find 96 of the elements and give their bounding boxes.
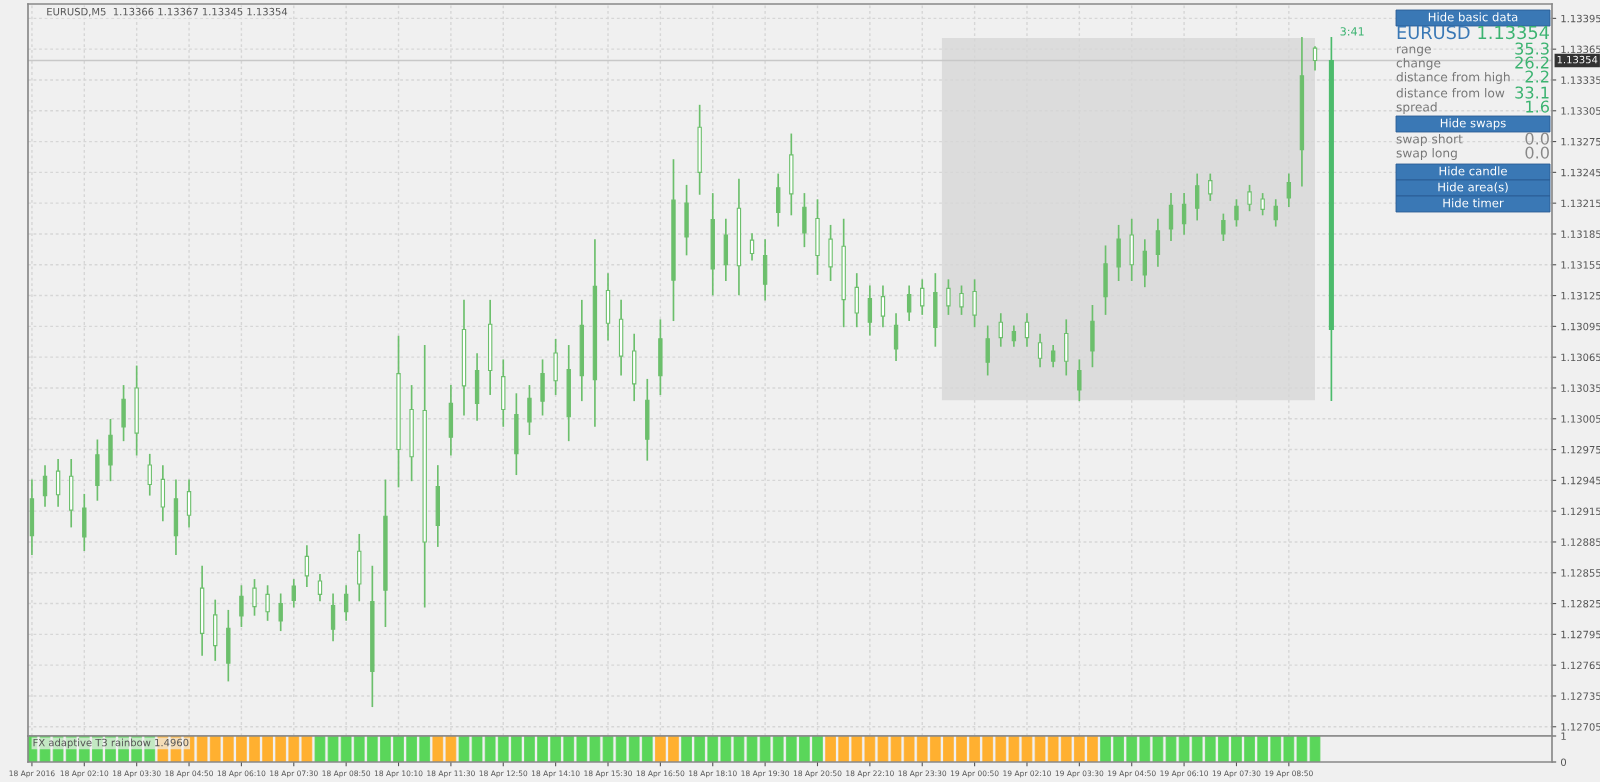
candlestick xyxy=(802,193,807,248)
annotation: 0.0 xyxy=(1525,146,1549,159)
candlestick xyxy=(527,385,532,436)
candlestick xyxy=(658,319,663,395)
candlestick xyxy=(514,393,519,476)
candlestick xyxy=(1011,325,1017,347)
candlestick xyxy=(343,585,349,621)
candlestick xyxy=(632,333,637,402)
annotation: 35.3 xyxy=(1515,42,1549,55)
candlestick xyxy=(173,479,179,556)
candlestick xyxy=(69,458,74,528)
candlestick xyxy=(697,104,702,195)
candlestick xyxy=(1273,199,1278,227)
candlestick xyxy=(304,545,310,587)
candlestick xyxy=(1064,319,1069,376)
candlestick xyxy=(1090,304,1095,368)
candlestick xyxy=(893,313,899,362)
candlestick xyxy=(1103,245,1108,315)
candlestick xyxy=(946,279,951,315)
candlestick xyxy=(317,573,323,602)
annotation: 0.0 xyxy=(1525,132,1549,145)
candlestick xyxy=(278,593,283,632)
candlestick xyxy=(566,345,571,442)
candlestick xyxy=(828,224,833,282)
candlestick xyxy=(1024,313,1030,347)
candlestick xyxy=(474,353,480,421)
candlestick xyxy=(972,279,977,328)
candlestick xyxy=(1142,239,1148,288)
candlestick xyxy=(134,365,139,456)
candlestick xyxy=(501,359,506,427)
candlestick xyxy=(985,325,990,376)
annotation: 33.1 xyxy=(1515,86,1549,99)
candlestick xyxy=(854,273,859,328)
candlestick xyxy=(1168,193,1174,241)
candlestick xyxy=(789,133,794,216)
candlestick xyxy=(265,585,270,621)
annotation: 1.13354 xyxy=(1478,25,1549,40)
candlestick xyxy=(29,479,35,556)
candlestick xyxy=(998,313,1003,347)
candlestick xyxy=(435,465,440,547)
candlestick xyxy=(605,273,611,341)
candlestick xyxy=(55,458,61,507)
annotation: 1.6 xyxy=(1526,100,1549,113)
candlestick xyxy=(160,465,166,522)
candlestick xyxy=(553,338,558,395)
candlestick xyxy=(291,579,296,608)
candlestick xyxy=(920,279,925,315)
annotation: 2.2 xyxy=(1525,70,1549,83)
candlestick xyxy=(82,493,87,552)
candlestick xyxy=(867,285,873,336)
candlestick xyxy=(1260,193,1265,216)
candlestick xyxy=(762,239,768,301)
candlestick xyxy=(1286,173,1292,208)
candlestick xyxy=(357,533,362,602)
candlestick xyxy=(723,218,729,282)
candlestick xyxy=(1221,213,1226,241)
candlestick xyxy=(1129,218,1134,282)
candlestick xyxy=(1312,46,1318,71)
candlestick xyxy=(1155,218,1161,267)
candlestick xyxy=(1194,173,1200,221)
candlestick xyxy=(645,378,650,461)
annotation: EURUSD xyxy=(1397,25,1470,40)
candlestick xyxy=(121,385,126,442)
candlestick xyxy=(186,479,192,528)
candlestick xyxy=(684,184,689,256)
candlestick xyxy=(906,285,912,322)
candlestick xyxy=(776,173,781,227)
annotation: 26.2 xyxy=(1515,56,1549,69)
candlestick xyxy=(1077,359,1082,402)
candlestick xyxy=(1234,199,1239,227)
candlestick xyxy=(1037,333,1043,368)
candlestick xyxy=(1247,184,1252,212)
candlestick xyxy=(1116,224,1121,282)
candlestick xyxy=(147,453,152,496)
candlestick xyxy=(815,199,820,275)
candlestick xyxy=(239,585,244,627)
candlestick xyxy=(880,285,886,328)
candlestick xyxy=(749,233,755,261)
candlestick xyxy=(199,565,205,656)
candlestick xyxy=(487,299,493,395)
candlestick xyxy=(330,593,336,642)
candlestick xyxy=(448,385,454,456)
candlestick xyxy=(409,385,414,482)
candlestick xyxy=(252,579,257,616)
candlestick xyxy=(540,359,545,416)
candlestick xyxy=(1181,193,1187,235)
candlestick xyxy=(959,285,964,315)
candlestick xyxy=(42,465,48,507)
candlestick xyxy=(618,299,624,376)
candlestick xyxy=(213,599,218,661)
candlestick xyxy=(226,609,231,682)
candlestick xyxy=(108,418,113,482)
candlestick xyxy=(1208,173,1213,201)
candlestick xyxy=(95,439,100,501)
candlestick xyxy=(1050,345,1056,368)
candlestick xyxy=(933,273,938,347)
